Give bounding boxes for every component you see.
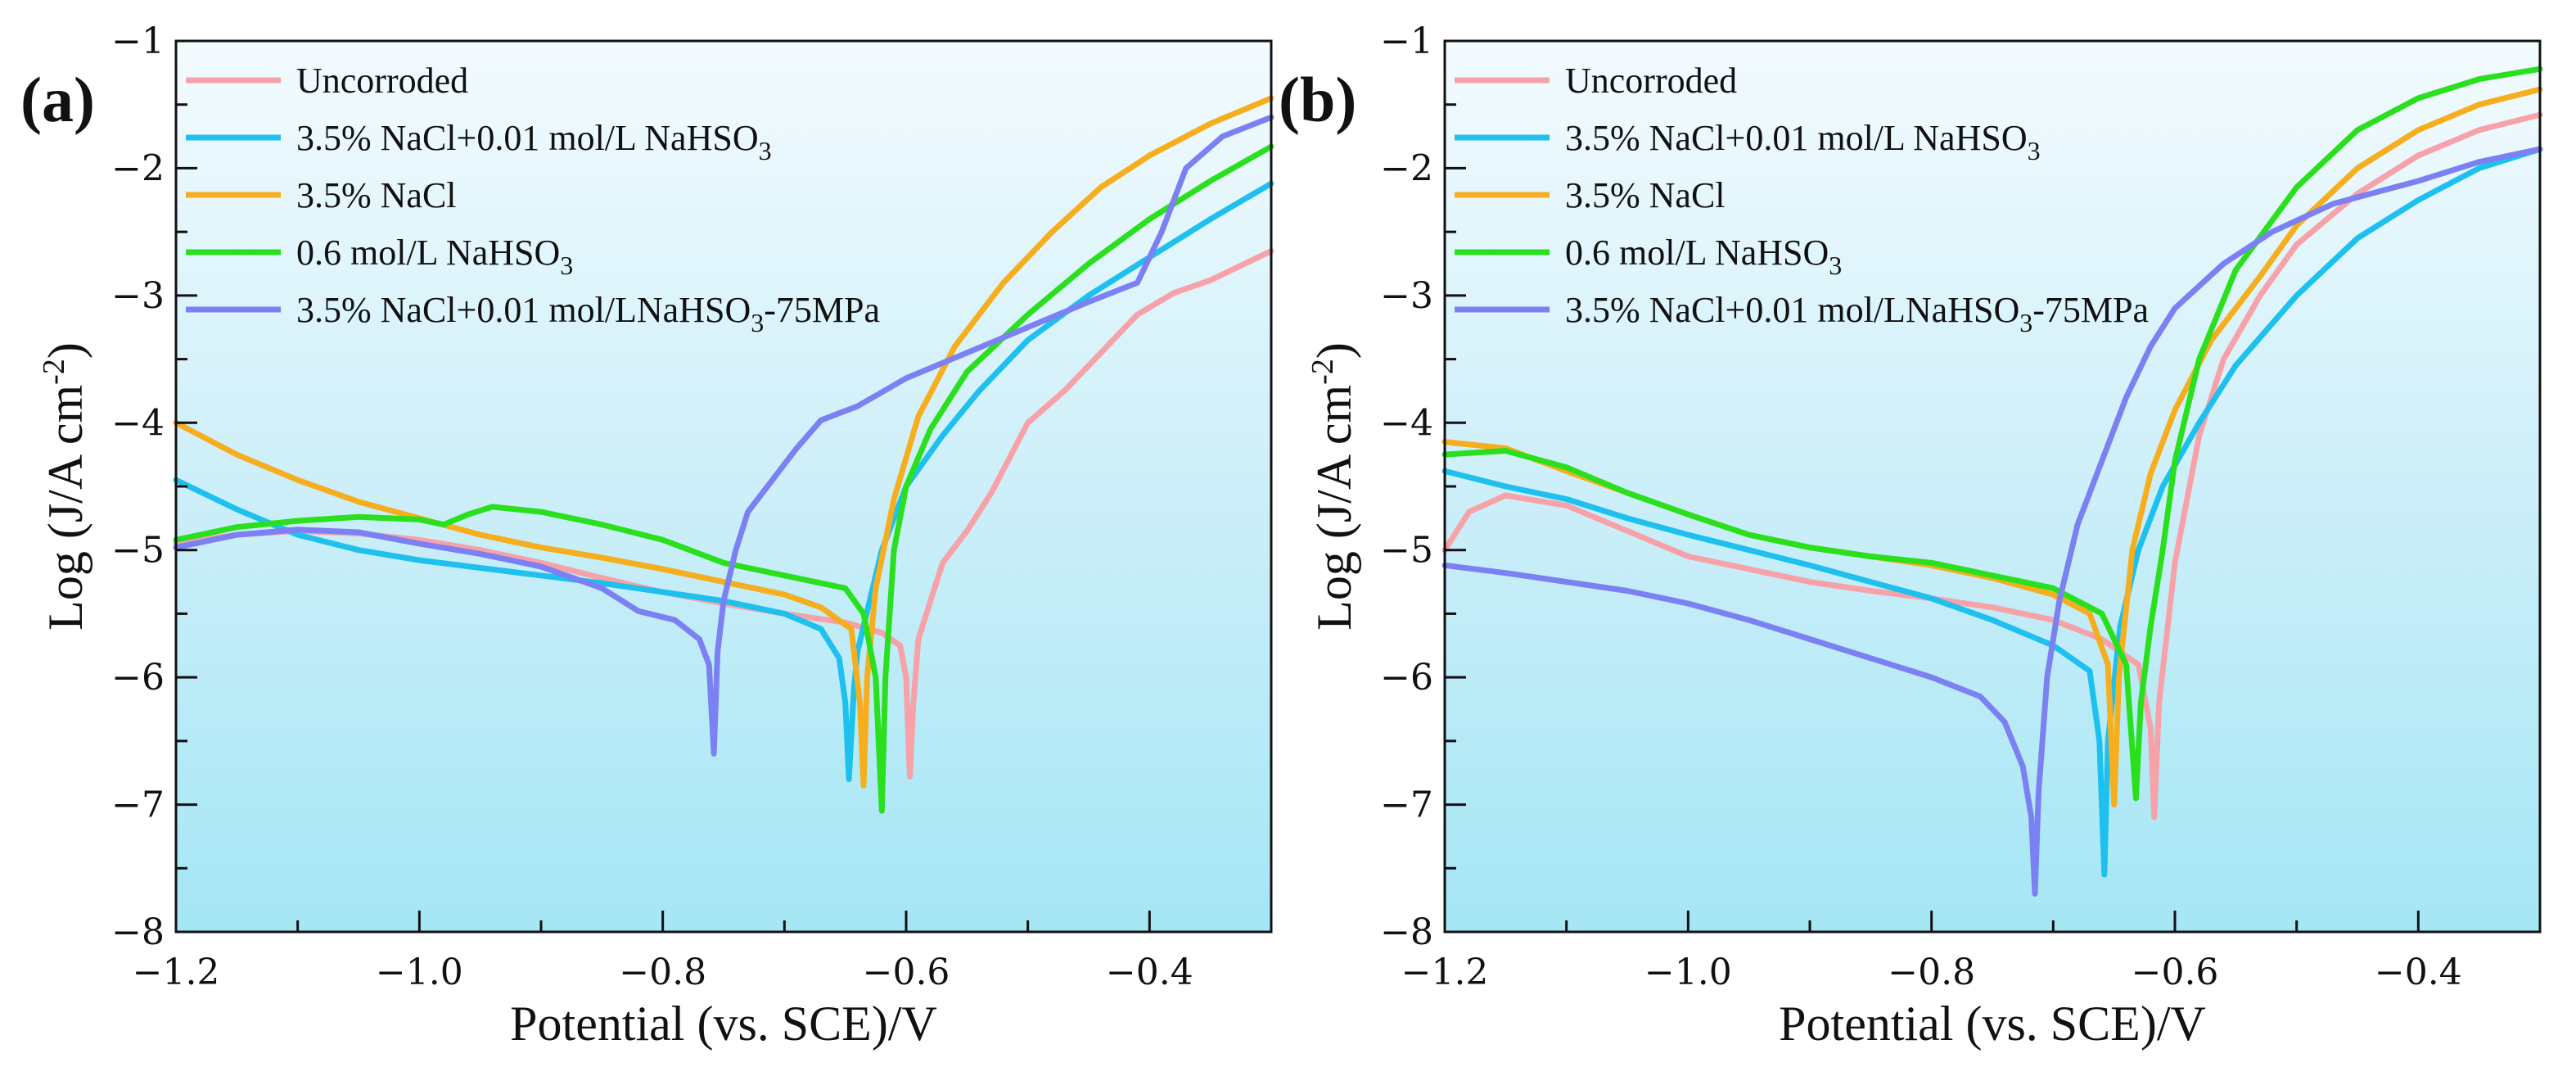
legend-label-main: Uncorroded [1565,61,1737,101]
y-tick-label: −5 [1380,530,1433,572]
legend-label-main: Uncorroded [296,61,468,101]
series-line-4 [1441,66,2543,802]
x-tick-label: −1.0 [1644,952,1732,993]
legend-label-main: 3.5% NaCl+0.01 mol/LNaHSO [296,290,751,330]
series-line-2 [173,180,1274,782]
legend-label-subscript: 3 [2028,136,2041,165]
legend-label-1: Uncorroded [1565,61,1737,101]
y-axis-title-superscript: -2 [1306,359,1340,385]
x-axis-title: Potential (vs. SCE)/V [510,997,937,1051]
y-tick-label: −5 [111,530,165,572]
series-line-1 [173,248,1274,780]
legend-label-main: 3.5% NaCl+0.01 mol/LNaHSO [1565,290,2019,330]
y-tick-label: −2 [1380,147,1433,189]
series-line-5 [1441,146,2543,897]
y-tick-label: −3 [1380,275,1433,317]
x-tick-label: −0.4 [1106,952,1193,993]
y-tick-label: −7 [1380,784,1433,826]
panel-label: (b) [1279,64,1356,135]
legend-label-2: 3.5% NaCl+0.01 mol/L NaHSO3 [296,118,772,165]
legend-label-3: 3.5% NaCl [1565,175,1726,215]
x-tick-label: −0.8 [1888,952,1975,993]
panel-b: −1.2 −1.0 −0.8 −0.6 −0.4 −8 −7 −6 −5 −4 −3 −2 −1 Pote… [1279,20,2543,1051]
legend-label-main: 3.5% NaCl+0.01 mol/L NaHSO [1565,118,2028,158]
x-tick-label: −0.6 [863,952,950,993]
y-tick-label: −4 [1380,402,1433,444]
x-tick-label: −0.6 [2132,952,2219,993]
legend-label-main: 3.5% NaCl [296,175,457,215]
x-tick-label: −1.2 [1401,952,1489,993]
y-tick-label: −1 [111,20,165,62]
x-tick-label: −0.8 [619,952,706,993]
y-tick-label: −8 [111,911,165,953]
plot-background [176,41,1271,932]
y-axis-title-main: Log (J/A cm [38,385,92,631]
x-tick-label: −1.0 [376,952,463,993]
y-tick-label: −6 [1380,657,1433,698]
legend-label-5: 3.5% NaCl+0.01 mol/LNaHSO3-75MPa [296,290,880,337]
legend-label-4: 0.6 mol/L NaHSO3 [1565,233,1842,280]
legend-label-subscript: 3 [560,251,573,280]
legend-label-5: 3.5% NaCl+0.01 mol/LNaHSO3-75MPa [1565,290,2149,337]
y-axis-title: Log (J/A cm-2) [37,342,92,631]
panel-label: (a) [20,64,95,135]
y-axis-title: Log (J/A cm-2) [1306,342,1361,631]
x-axis-title: Potential (vs. SCE)/V [1779,997,2206,1051]
panel-a: −1.2 −1.0 −0.8 −0.6 −0.4 −8 −7 −6 −5 −4 −3 −2 −1 Pote… [20,20,1274,1051]
legend-label-2: 3.5% NaCl+0.01 mol/L NaHSO3 [1565,118,2041,165]
legend-label-main: 3.5% NaCl+0.01 mol/L NaHSO [296,118,759,158]
x-tick-label: −0.4 [2375,952,2462,993]
y-tick-label: −8 [1380,911,1433,953]
y-axis-title-superscript: -2 [37,359,71,385]
y-tick-label: −6 [111,657,165,698]
y-tick-label: −4 [111,402,165,444]
y-tick-label: −2 [111,147,165,189]
y-axis-title-close: ) [38,342,92,359]
legend-label-1: Uncorroded [296,61,468,101]
legend-label-4: 0.6 mol/L NaHSO3 [296,233,573,280]
legend-label-tail: -75MPa [764,290,880,330]
legend-label-main: 3.5% NaCl [1565,175,1726,215]
series-line-5 [173,114,1274,757]
plot-background [1445,41,2540,932]
y-tick-label: −7 [111,784,165,826]
legend-label-tail: -75MPa [2032,290,2149,330]
y-axis-title-main: Log (J/A cm [1307,385,1361,631]
y-tick-label: −3 [111,275,165,317]
legend-label-subscript: 3 [759,136,772,165]
legend-label-main: 0.6 mol/L NaHSO [296,233,560,273]
legend-label-subscript: 3 [1829,251,1842,280]
legend-label-main: 0.6 mol/L NaHSO [1565,233,1829,273]
x-tick-label: −1.2 [133,952,220,993]
series-line-2 [1441,146,2543,878]
legend-label-subscript: 3 [2019,308,2032,337]
y-axis-title-close: ) [1307,342,1361,359]
y-tick-label: −1 [1380,20,1433,62]
legend-label-3: 3.5% NaCl [296,175,457,215]
legend-label-subscript: 3 [751,308,764,337]
